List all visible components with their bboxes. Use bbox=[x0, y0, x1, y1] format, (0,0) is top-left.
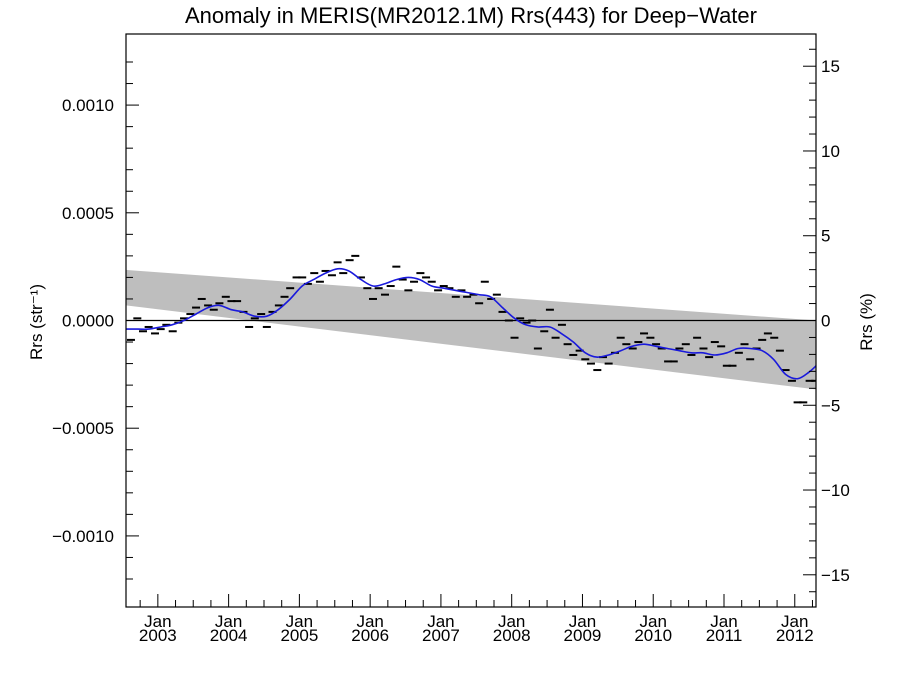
smoothed-line bbox=[126, 267, 816, 380]
x-tick-year-label: 2009 bbox=[564, 626, 602, 645]
x-tick-month-label: Jan bbox=[144, 612, 171, 631]
y-right-tick-label: −15 bbox=[821, 566, 850, 585]
x-tick-month-label: Jan bbox=[781, 612, 808, 631]
y-right-tick-label: −5 bbox=[821, 396, 840, 415]
y-axis-right-label: Rrs (%) bbox=[857, 293, 876, 351]
y-left-tick-label: 0.0010 bbox=[62, 96, 114, 115]
y-left-tick-label: 0.0005 bbox=[62, 204, 114, 223]
x-tick-month-label: Jan bbox=[286, 612, 313, 631]
x-tick-month-label: Jan bbox=[215, 612, 242, 631]
x-tick-year-label: 2004 bbox=[210, 626, 248, 645]
uncertainty-band bbox=[126, 269, 816, 390]
x-tick-month-label: Jan bbox=[640, 612, 667, 631]
x-tick-month-label: Jan bbox=[710, 612, 737, 631]
x-tick-year-label: 2007 bbox=[422, 626, 460, 645]
y-right-tick-label: 5 bbox=[821, 227, 830, 246]
x-tick-year-label: 2011 bbox=[706, 626, 743, 645]
y-right-tick-label: 0 bbox=[821, 312, 830, 331]
tick-marks-group bbox=[126, 48, 816, 607]
x-tick-month-label: Jan bbox=[569, 612, 596, 631]
x-tick-year-label: 2010 bbox=[634, 626, 672, 645]
x-tick-month-label: Jan bbox=[498, 612, 525, 631]
y-axis-left-label: Rrs (str⁻¹) bbox=[27, 284, 46, 360]
y-right-tick-label: −10 bbox=[821, 481, 850, 500]
x-tick-year-label: 2003 bbox=[139, 626, 177, 645]
y-left-tick-label: −0.0010 bbox=[52, 527, 114, 546]
y-left-tick-label: 0.0000 bbox=[62, 312, 114, 331]
x-tick-year-label: 2008 bbox=[493, 626, 531, 645]
uncertainty-band-group bbox=[126, 269, 816, 390]
smoothed-series bbox=[126, 267, 816, 380]
x-tick-year-label: 2012 bbox=[776, 626, 814, 645]
y-right-tick-label: 10 bbox=[821, 142, 840, 161]
y-right-tick-label: 15 bbox=[821, 57, 840, 76]
y-left-tick-label: −0.0005 bbox=[52, 419, 114, 438]
tick-labels-group: 0.0010 0.0005 0.0000 −0.0005 −0.0010 15 10 5 0 −5… bbox=[52, 57, 850, 645]
x-tick-year-label: 2005 bbox=[280, 626, 318, 645]
x-tick-month-label: Jan bbox=[356, 612, 383, 631]
x-tick-year-label: 2006 bbox=[351, 626, 389, 645]
chart-title: Anomaly in MERIS(MR2012.1M) Rrs(443) for… bbox=[185, 3, 757, 28]
x-tick-month-label: Jan bbox=[427, 612, 454, 631]
